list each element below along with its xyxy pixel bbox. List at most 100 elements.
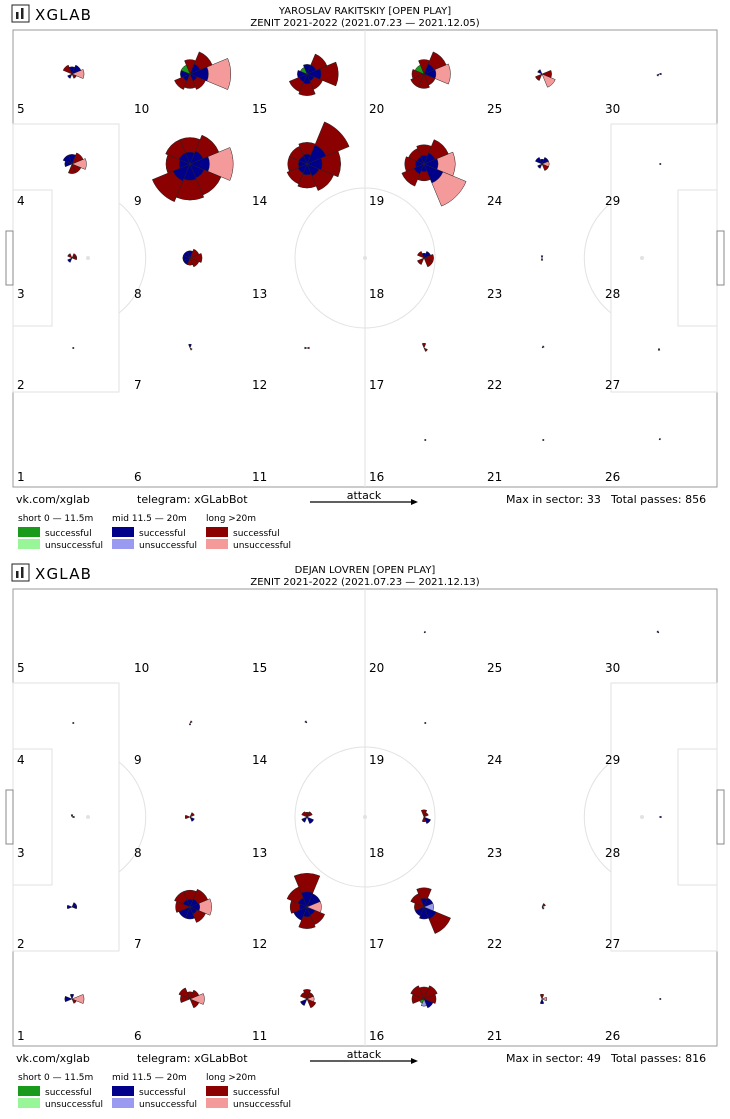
right-penalty-arc: [583, 761, 612, 873]
sector-label: 18: [369, 846, 384, 860]
rose-wedge: [301, 811, 308, 818]
telegram-link: telegram: xGLabBot: [137, 493, 248, 506]
rose-wedge: [70, 814, 74, 818]
rose-wedge: [541, 903, 546, 908]
rose-wedge: [306, 811, 313, 818]
sector-label: 7: [134, 378, 142, 392]
rose-wedge: [658, 437, 662, 441]
rose-wedge: [658, 72, 662, 76]
rose-wedge: [420, 998, 428, 1007]
pass-rose: [423, 721, 427, 725]
rose-wedge: [540, 257, 544, 261]
legend-label: successful: [45, 1088, 92, 1098]
total-passes: Total passes: 816: [610, 1052, 706, 1065]
rose-wedge: [297, 70, 308, 78]
sector-label: 22: [487, 937, 502, 951]
pass-rose: [62, 64, 85, 79]
sector-label: 21: [487, 1029, 502, 1043]
legend-label: successful: [139, 1088, 186, 1098]
rose-wedge: [541, 996, 548, 1002]
sector-label: 3: [17, 846, 25, 860]
rose-wedge: [657, 347, 661, 351]
legend-label: successful: [233, 529, 280, 539]
rose-wedge: [298, 73, 316, 96]
pitch: [5, 588, 725, 1047]
rose-wedge: [64, 995, 73, 1003]
rose-wedge: [71, 346, 75, 350]
pass-rose: [71, 346, 75, 350]
attack-label: attack: [347, 489, 382, 502]
sector-label: 17: [369, 378, 384, 392]
legend-label: unsuccessful: [45, 541, 103, 551]
legend-swatch: [112, 527, 134, 537]
rose-wedge: [289, 900, 308, 914]
sector-label: 16: [369, 1029, 384, 1043]
rose-wedge: [419, 986, 429, 1000]
legend-swatch: [206, 539, 228, 549]
legend-title: mid 11.5 — 20m: [112, 514, 187, 524]
sector-label: 4: [17, 194, 25, 208]
rose-wedge: [71, 904, 78, 910]
rose-wedge: [189, 163, 205, 179]
rose-wedge: [189, 812, 195, 818]
legend-label: successful: [233, 1088, 280, 1098]
rose-wedge: [71, 152, 84, 165]
pass-rose: [64, 993, 85, 1004]
rose-wedge: [419, 906, 429, 920]
rose-wedge: [293, 873, 321, 908]
pass-rose: [410, 51, 451, 89]
sector-label: 10: [134, 661, 149, 675]
rose-wedge: [189, 147, 234, 181]
rose-wedge: [303, 64, 311, 75]
left-goal: [5, 789, 14, 845]
rose-wedge: [298, 906, 316, 929]
pass-rose: [174, 51, 231, 90]
pass-rose: [658, 997, 662, 1001]
rose-wedge: [541, 438, 545, 442]
rose-wedge: [67, 257, 73, 263]
chart-footer: vk.com/xglab telegram: xGLabBot attack M…: [16, 1048, 706, 1065]
legend-title: long >20m: [206, 1073, 256, 1083]
pass-rose: [410, 887, 451, 934]
rose-wedge: [423, 63, 451, 85]
sector-label: 4: [17, 753, 25, 767]
legend-title: short 0 — 11.5m: [18, 1073, 93, 1083]
sector-label: 24: [487, 194, 502, 208]
left-penalty-arc: [118, 761, 147, 873]
pass-rose: [70, 814, 75, 819]
rose-wedge: [656, 630, 660, 634]
sector-label: 9: [134, 194, 142, 208]
rose-wedge: [306, 995, 315, 1003]
rose-wedge: [304, 811, 310, 818]
pass-rose: [423, 438, 427, 442]
legend-swatch: [206, 1086, 228, 1096]
sector-label: 15: [252, 102, 267, 116]
pass-rose: [417, 251, 434, 268]
pass-rose: [301, 811, 314, 824]
arrow-head: [411, 1058, 418, 1064]
rose-wedge: [71, 721, 75, 725]
rose-wedge: [175, 163, 205, 201]
rose-wedge: [189, 898, 212, 916]
telegram-link: telegram: xGLabBot: [137, 1052, 248, 1065]
chart-title: YAROSLAV RAKITSKIY [OPEN PLAY]: [278, 6, 451, 17]
rose-wedge: [423, 998, 434, 1009]
total-passes: Total passes: 856: [610, 493, 706, 506]
sector-label: 26: [605, 1029, 620, 1043]
rose-wedge: [537, 163, 543, 169]
rose-wedge: [306, 150, 341, 178]
rose-wedge: [68, 163, 76, 174]
sector-label: 2: [17, 378, 25, 392]
pass-rose: [658, 437, 662, 441]
rose-wedge: [71, 998, 77, 1004]
pass-rose: [535, 69, 556, 88]
pass-rose: [656, 630, 660, 634]
sector-label: 8: [134, 846, 142, 860]
pass-rose: [658, 815, 662, 819]
rose-wedge: [179, 159, 191, 169]
legend-swatch: [18, 1098, 40, 1108]
sector-label: 24: [487, 753, 502, 767]
rose-wedge: [423, 347, 428, 352]
legend-title: short 0 — 11.5m: [18, 514, 93, 524]
